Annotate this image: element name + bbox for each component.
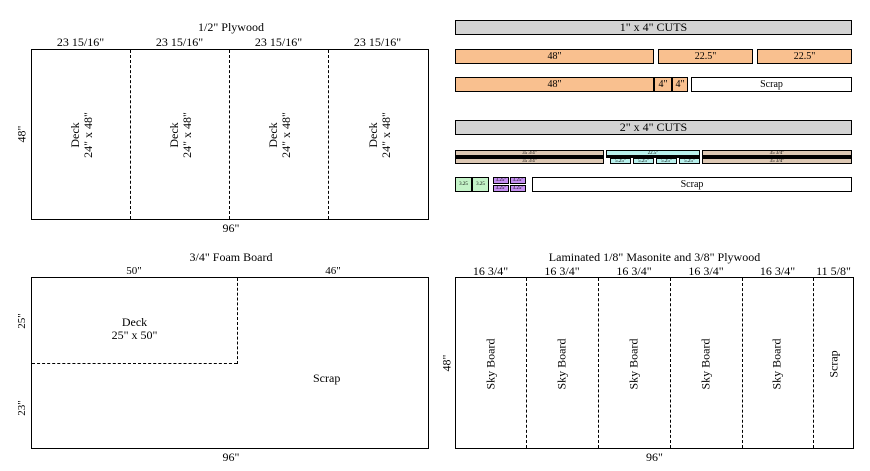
cut-2x4-35-75: 35 3/4" [455, 150, 604, 156]
foam-cut-line-vertical [237, 278, 238, 364]
cut-2x4-5-25: 5.25" [633, 158, 654, 164]
cut-2x4-35-75: 35 3/4" [702, 150, 852, 156]
masonite-scrap-piece: Scrap [826, 350, 841, 378]
cut-1x4-4: 4" [654, 77, 672, 92]
cut-2x4-5-25: 5.25" [679, 158, 700, 164]
foam-deck-name: Deck [121, 315, 148, 329]
plywood-deck-piece-3: Deck 24" x 48" [266, 112, 293, 158]
foam-cut-line-horizontal [32, 363, 237, 364]
cut-2x4-3-25: 3.25 [455, 177, 472, 192]
foam-left-bottom-label: 23" [15, 400, 28, 416]
cut-2x4-3-25-purple: 3.25" [510, 185, 526, 192]
foam-scrap-label: Scrap [313, 371, 341, 385]
masonite-sheet: Sky Board Sky Board Sky Board Sky Board … [455, 277, 854, 449]
deck-size: 24" x 48" [279, 112, 293, 158]
masonite-col-width-2: 16 3/4" [544, 264, 580, 278]
foam-top-left-label: 50" [126, 265, 142, 277]
cut-2x4-3-25-purple: 3.25" [493, 185, 509, 192]
cut-1x4-22-5: 22.5" [757, 49, 852, 64]
cut-1x4-48: 48" [455, 49, 654, 64]
masonite-title: Laminated 1/8" Masonite and 3/8" Plywood [548, 250, 761, 264]
deck-size: 24" x 48" [81, 112, 95, 158]
masonite-height-label: 48" [439, 354, 454, 372]
cut-1x4-22-5: 22.5" [658, 49, 753, 64]
plywood-col-width-1: 23 15/16" [56, 35, 105, 49]
plywood-width-label: 96" [222, 221, 240, 235]
masonite-piece-4: Sky Board [698, 338, 713, 390]
plywood-cut-line [328, 50, 329, 219]
deck-size: 24" x 48" [379, 112, 393, 158]
plywood-col-width-3: 23 15/16" [254, 35, 303, 49]
cut-2x4-22-5: 22.5" [606, 150, 700, 156]
cut-1x4-scrap: Scrap [691, 77, 852, 92]
foam-left-top-label: 25" [15, 313, 28, 329]
plywood-cut-line [229, 50, 230, 219]
cuts-2x4-header: 2" x 4" CUTS [455, 120, 852, 135]
cut-2x4-3-25-purple: 3.25" [493, 177, 509, 184]
masonite-piece-1: Sky Board [483, 338, 498, 390]
plywood-height-label: 48" [14, 125, 29, 143]
masonite-cut-line [670, 278, 671, 448]
masonite-piece-2: Sky Board [554, 338, 569, 390]
masonite-cut-line [742, 278, 743, 448]
cut-separator [606, 156, 700, 158]
masonite-col-width-1: 16 3/4" [472, 264, 509, 278]
plywood-sheet: Deck 24" x 48" Deck 24" x 48" Deck 24" x… [31, 49, 429, 220]
masonite-col-width-6: 11 5/8" [816, 264, 851, 278]
cut-2x4-35-75: 35 3/4" [702, 158, 852, 164]
plywood-deck-piece-1: Deck 24" x 48" [68, 112, 95, 158]
masonite-cut-line [526, 278, 527, 448]
plywood-deck-piece-2: Deck 24" x 48" [167, 112, 194, 158]
plywood-deck-piece-4: Deck 24" x 48" [366, 112, 393, 158]
cut-2x4-3-25: 3.25 [472, 177, 489, 192]
foam-title: 3/4" Foam Board [189, 250, 273, 264]
masonite-cut-line [813, 278, 814, 448]
masonite-col-width-4: 16 3/4" [688, 264, 724, 278]
cut-2x4-5-25: 5.25" [610, 158, 631, 164]
plywood-col-width-2: 23 15/16" [155, 35, 204, 49]
foam-deck-size: 25" x 50" [111, 328, 158, 342]
plywood-col-width-4: 23 15/16" [353, 35, 402, 49]
cut-2x4-35-75: 35 3/4" [455, 158, 604, 164]
masonite-col-width-5: 16 3/4" [759, 264, 796, 278]
masonite-width-label: 96" [646, 450, 663, 464]
cut-2x4-3-25-purple: 3.25" [510, 177, 526, 184]
cut-2x4-scrap: Scrap [532, 177, 852, 192]
cut-2x4-5-25: 5.25" [656, 158, 677, 164]
plywood-title: 1/2" Plywood [198, 20, 264, 34]
foam-width-label: 96" [222, 450, 240, 464]
deck-size: 24" x 48" [180, 112, 194, 158]
plywood-cut-line [130, 50, 131, 219]
cut-separator [455, 156, 604, 158]
cut-1x4-48: 48" [455, 77, 654, 92]
cut-1x4-4: 4" [672, 77, 688, 92]
masonite-col-width-3: 16 3/4" [616, 264, 652, 278]
masonite-piece-3: Sky Board [626, 338, 641, 390]
cuts-1x4-header: 1" x 4" CUTS [455, 20, 852, 35]
foam-top-right-label: 46" [325, 265, 341, 277]
foam-sheet: Deck 25" x 50" Scrap [31, 277, 429, 449]
masonite-piece-5: Sky Board [769, 338, 784, 390]
masonite-cut-line [598, 278, 599, 448]
cut-separator [702, 156, 852, 158]
